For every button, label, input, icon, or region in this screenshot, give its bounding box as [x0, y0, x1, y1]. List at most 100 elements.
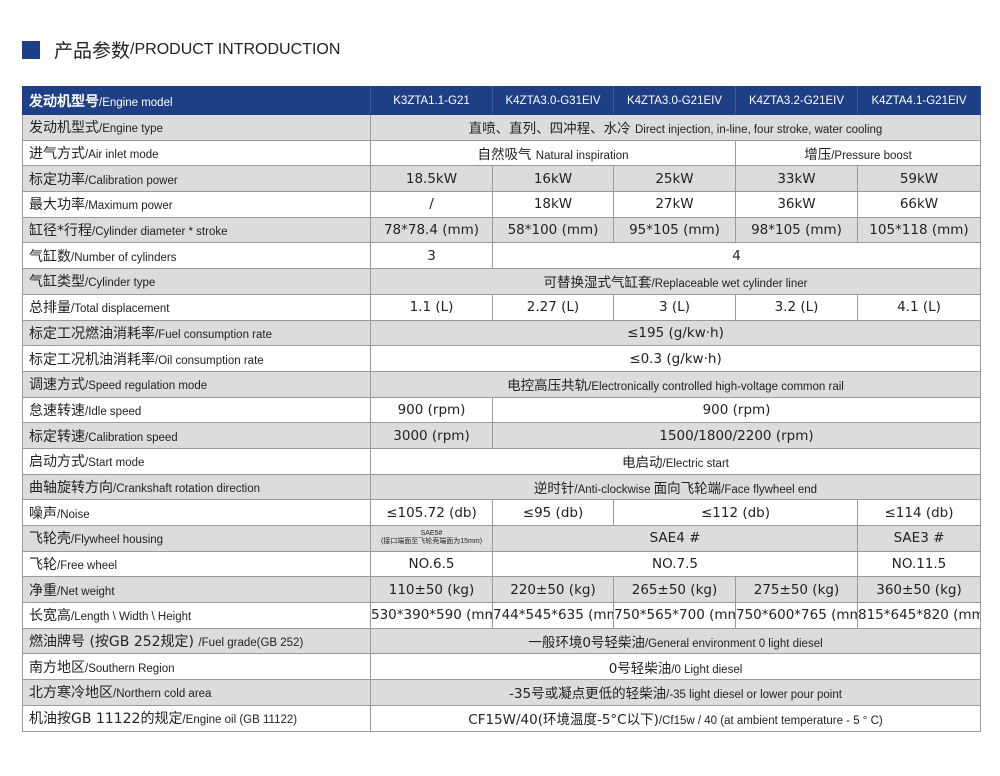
value-cell: 744*545*635 (mm) — [492, 602, 614, 629]
value-cn: 18.5kW — [405, 170, 458, 187]
value-cn: 66kW — [899, 196, 939, 213]
table-row: 最大功率/Maximum power / 18kW 27kW 36kW 66kW — [22, 191, 981, 218]
value-cell: NO.7.5 — [492, 550, 858, 578]
value-cell: ≤0.3 (g/kw·h) — [370, 345, 981, 372]
value-en: Natural inspiration — [535, 150, 629, 163]
model-header: K4ZTA3.2-G21EIV — [735, 86, 858, 115]
value-cn: 3.2 (L) — [774, 299, 819, 316]
row-label-en: /Start mode — [85, 457, 145, 470]
value-en: /Face flywheel end — [721, 483, 818, 496]
value-cn: 面向飞轮端 — [653, 480, 722, 497]
value-cell: 815*645*820 (mm) — [857, 602, 981, 629]
value-note: (接口端面至飞轮壳端面为15mm) — [380, 538, 483, 546]
table-row: 南方地区/Southern Region 0号轻柴油/0 Light diesel — [22, 653, 981, 681]
value-cell: 110±50 (kg) — [370, 576, 493, 604]
value-cn: ≤0.3 (g/kw·h) — [629, 350, 722, 367]
value-cell: 360±50 (kg) — [857, 576, 981, 604]
value-cell: 530*390*590 (mm) — [370, 602, 493, 629]
row-label-cn: 长宽高 — [29, 608, 71, 625]
table-row: 净重/Net weight 110±50 (kg) 220±50 (kg) 265±5… — [22, 576, 981, 604]
row-label: 气缸类型/Cylinder type — [22, 268, 371, 295]
value-cell: 95*105 (mm) — [613, 216, 736, 244]
value-cn: 744*545*635 (mm) — [493, 607, 614, 624]
table-row: 标定工况燃油消耗率/Fuel consumption rate ≤195 (g/k… — [22, 319, 981, 347]
value-cell: 750*600*765 (mm) — [735, 602, 858, 629]
table-row: 标定功率/Calibration power 18.5kW 16kW 25kW 33kW… — [22, 165, 981, 193]
value-cell: ≤195 (g/kw·h) — [370, 319, 981, 347]
row-label-cn: 发动机型式 — [29, 120, 99, 137]
table-row: 长宽高/Length \ Width \ Height 530*390*590 (… — [22, 602, 981, 629]
value-cn: 900 (rpm) — [702, 401, 771, 418]
value-en: /-35 light diesel or lower pour point — [666, 689, 842, 702]
value-cell: 33kW — [735, 165, 858, 193]
row-label-cn: 最大功率 — [29, 197, 85, 214]
value-cell: 3000 (rpm) — [370, 422, 493, 449]
row-label-cn: 启动方式 — [29, 454, 85, 471]
row-label-en: /Total displacement — [71, 303, 170, 316]
row-label-cn: 标定工况机油消耗率 — [29, 351, 155, 368]
row-label-cn: 标定转速 — [29, 428, 85, 445]
value-cell: 25kW — [613, 165, 736, 193]
row-label: 机油按GB 11122的规定/Engine oil (GB 11122) — [22, 704, 371, 732]
value-cell: 2.27 (L) — [492, 293, 614, 321]
value-cn: 95*105 (mm) — [629, 222, 720, 239]
row-label-en: /Crankshaft rotation direction — [113, 482, 261, 495]
value-cn: 3000 (rpm) — [393, 427, 470, 444]
row-label-en: /Fuel consumption rate — [155, 328, 272, 341]
header-label: 发动机型号/Engine model — [22, 86, 371, 115]
row-label-cn: 标定工况燃油消耗率 — [29, 325, 155, 342]
value-cell: 一般环境0号轻柴油/General environment 0 light di… — [370, 627, 981, 655]
value-cn: 25kW — [655, 170, 694, 187]
table-row: 机油按GB 11122的规定/Engine oil (GB 11122) CF15… — [22, 704, 981, 732]
row-label-en: /Length \ Width \ Height — [71, 611, 192, 624]
value-cell: 0号轻柴油/0 Light diesel — [370, 653, 981, 681]
value-cell: 3 — [370, 242, 493, 270]
row-label-en: /Cylinder type — [85, 277, 156, 290]
value-cell: 4.1 (L) — [857, 293, 981, 321]
value-cn: SAE4 # — [649, 530, 701, 547]
value-cn: NO.7.5 — [652, 556, 698, 573]
table-row: 飞轮/Free wheel NO.6.5 NO.7.5 NO.11.5 — [22, 550, 981, 578]
table-row: 总排量/Total displacement 1.1 (L) 2.27 (L) 3 (… — [22, 293, 981, 321]
row-label-en: /Northern cold area — [113, 688, 212, 701]
row-label-en: /Noise — [57, 508, 90, 521]
value-cell: 105*118 (mm) — [857, 216, 981, 244]
row-label-cn: 曲轴旋转方向 — [29, 479, 113, 496]
value-cn: 360±50 (kg) — [876, 581, 962, 598]
value-cn: 98*105 (mm) — [751, 222, 842, 239]
value-cell: 3.2 (L) — [735, 293, 858, 321]
row-label-cn: 噪声 — [29, 505, 57, 522]
value-cn: NO.6.5 — [408, 556, 455, 573]
table-row: 曲轴旋转方向/Crankshaft rotation direction 逆时针/… — [22, 473, 981, 501]
value-cn: 750*600*765 (mm) — [736, 607, 858, 624]
value-cell: 275±50 (kg) — [735, 576, 858, 604]
title-square-icon — [22, 40, 40, 59]
value-cell: 电启动/Electric start — [370, 447, 981, 475]
row-label-cn: 气缸数 — [29, 248, 71, 265]
table-row: 启动方式/Start mode 电启动/Electric start — [22, 447, 981, 475]
row-label-cn: 燃油牌号 (按GB 252规定) — [29, 634, 199, 651]
row-label: 飞轮/Free wheel — [22, 550, 371, 578]
table-row: 缸径*行程/Cylinder diameter * stroke 78*78.4 … — [22, 216, 981, 244]
value-en: /Electronically controlled high-voltage … — [588, 381, 844, 394]
value-en: /Replaceable wet cylinder liner — [651, 278, 808, 291]
row-label-en: /Oil consumption rate — [155, 354, 264, 367]
value-cn: ≤114 (db) — [884, 504, 954, 521]
table-row: 怠速转速/Idle speed 900 (rpm) 900 (rpm) — [22, 396, 981, 424]
model-header: K4ZTA3.0-G21EIV — [613, 86, 736, 115]
row-label-cn: 总排量 — [29, 300, 71, 317]
row-label-en: /Free wheel — [57, 560, 118, 573]
value-cn: 58*100 (mm) — [507, 222, 599, 239]
value-cn: 0号轻柴油 — [608, 660, 672, 677]
value-cn: CF15W/40(环境温度-5°C以下) — [468, 712, 659, 729]
value-cell: 增压/Pressure boost — [735, 139, 981, 167]
value-cn: 815*645*820 (mm) — [858, 607, 981, 624]
value-cn: 增压 — [804, 147, 832, 164]
value-cn: 可替换湿式气缸套 — [543, 275, 652, 292]
value-cn: 900 (rpm) — [397, 401, 466, 418]
value-cell: ≤114 (db) — [857, 499, 981, 526]
value-cell: ≤105.72 (db) — [370, 499, 493, 526]
value-cell: 1500/1800/2200 (rpm) — [492, 422, 981, 449]
value-cn: -35号或凝点更低的轻柴油 — [509, 686, 667, 703]
row-label: 标定工况燃油消耗率/Fuel consumption rate — [22, 319, 371, 347]
